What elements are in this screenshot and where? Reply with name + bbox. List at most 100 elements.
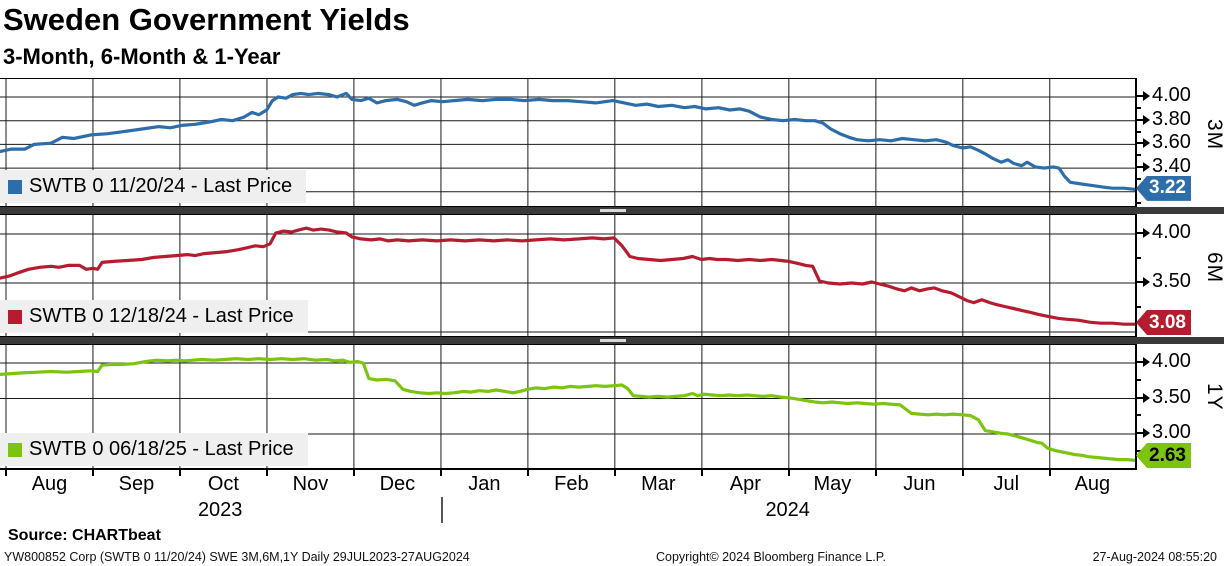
y-minor-tick (1135, 154, 1141, 157)
price-line-1y (0, 357, 1135, 462)
month-tick (91, 470, 94, 476)
line-chart-3m (0, 79, 1135, 208)
year-label: 2023 (197, 499, 243, 521)
legend-6m[interactable]: SWTB 0 12/18/24 - Last Price (0, 300, 308, 333)
footer-timestamp: 27-Aug-2024 08:55:20 (1092, 550, 1217, 564)
legend-label-6m: SWTB 0 12/18/24 - Last Price (29, 305, 294, 327)
month-label: Aug (31, 473, 68, 495)
price-tag-3m[interactable]: 3.22 (1136, 175, 1191, 201)
month-tick (613, 470, 616, 476)
panel-3m: SWTB 0 11/20/24 - Last Price (0, 78, 1135, 208)
y-tick-label: 3.60 (1152, 131, 1191, 154)
month-tick (961, 470, 964, 476)
y-tick (1135, 95, 1144, 97)
month-label: Oct (207, 473, 239, 495)
price-line-3m (0, 91, 1135, 192)
panel-axis-label-1y: 1Y (1203, 383, 1224, 411)
y-tick (1135, 166, 1144, 169)
y-tick-arrow-icon (1143, 138, 1150, 149)
panel-1y: SWTB 0 06/18/25 - Last Price (0, 344, 1135, 471)
month-tick (352, 470, 355, 476)
y-tick-arrow-icon (1143, 277, 1150, 287)
month-label: Feb (554, 473, 589, 495)
y-tick-label: 3.40 (1152, 155, 1191, 178)
y-tick-label: 3.50 (1152, 385, 1191, 408)
y-tick-arrow-icon (1143, 114, 1150, 125)
y-minor-tick (1135, 106, 1141, 109)
year-label: 2024 (765, 499, 810, 521)
page-title: Sweden Government Yields (3, 2, 410, 37)
page-subtitle: 3-Month, 6-Month & 1-Year (3, 44, 281, 69)
month-tick (178, 470, 181, 476)
y-axis-1y: 1Y 2.63 4.00 3.50 3.00 (1135, 344, 1224, 470)
panel-splitter-1[interactable] (0, 207, 1224, 214)
panel-splitter-2[interactable] (0, 337, 1224, 344)
y-tick (1135, 118, 1144, 121)
y-minor-tick (1135, 256, 1141, 259)
y-tick-label: 4.00 (1152, 350, 1191, 372)
y-tick-arrow-icon (1143, 91, 1150, 101)
y-tick (1135, 432, 1144, 434)
y-tick-arrow-icon (1143, 428, 1150, 438)
y-minor-tick (1135, 305, 1141, 308)
month-tick (1048, 470, 1051, 476)
y-tick-label: 3.00 (1152, 421, 1191, 443)
year-divider (440, 497, 443, 523)
price-tag-6m[interactable]: 3.08 (1136, 310, 1191, 335)
y-tick (1135, 142, 1144, 145)
month-tick (526, 470, 529, 476)
y-minor-tick (1135, 378, 1141, 381)
y-tick-arrow-icon (1143, 392, 1150, 403)
legend-swatch-3m (8, 179, 22, 194)
panel-6m: SWTB 0 12/18/24 - Last Price (0, 214, 1135, 338)
splitter-grip-icon[interactable] (600, 209, 626, 212)
month-tick (439, 470, 442, 476)
y-minor-tick (1135, 177, 1141, 180)
month-label: Jan (468, 473, 501, 495)
legend-label-1y: SWTB 0 06/18/25 - Last Price (29, 438, 294, 460)
month-tick (700, 470, 703, 476)
y-tick (1135, 281, 1144, 283)
legend-3m[interactable]: SWTB 0 11/20/24 - Last Price (0, 170, 307, 203)
legend-label-3m: SWTB 0 11/20/24 - Last Price (29, 175, 293, 197)
y-tick-arrow-icon (1143, 228, 1150, 238)
month-label: Jun (903, 473, 936, 495)
panel-axis-label-6m: 6M (1203, 251, 1224, 283)
panel-axis-label-3m: 3M (1203, 118, 1224, 150)
month-label: Apr (729, 473, 761, 495)
y-minor-tick (1135, 130, 1141, 133)
right-axis-line (1135, 78, 1137, 470)
y-tick-arrow-icon (1143, 162, 1150, 173)
month-tick (5, 470, 7, 476)
month-label: Jul (993, 473, 1020, 495)
month-label: Dec (379, 473, 416, 495)
footer-ticker-info: YW800852 Corp (SWTB 0 11/20/24) SWE 3M,6… (4, 550, 470, 564)
footer-copyright: Copyright© 2024 Bloomberg Finance L.P. (656, 550, 886, 564)
y-tick (1135, 361, 1144, 363)
month-tick (874, 470, 877, 476)
y-axis-3m: 3M 3.22 4.00 3.80 3.60 3.40 (1135, 78, 1224, 207)
month-label: Mar (641, 473, 676, 495)
y-tick (1135, 396, 1144, 399)
y-minor-tick (1135, 449, 1141, 452)
y-axis-6m: 6M 3.08 4.00 3.50 (1135, 214, 1224, 337)
price-line-6m (0, 226, 1135, 326)
x-axis-line (0, 468, 1137, 470)
y-tick-label: 3.80 (1152, 107, 1191, 130)
legend-swatch-6m (8, 309, 22, 324)
y-tick (1135, 232, 1144, 234)
month-tick (787, 470, 790, 476)
y-minor-tick (1135, 201, 1141, 204)
month-label: Nov (292, 473, 329, 495)
legend-1y[interactable]: SWTB 0 06/18/25 - Last Price (0, 433, 308, 466)
month-label: Sep (118, 473, 155, 495)
month-label: May (813, 473, 852, 495)
splitter-grip-icon[interactable] (600, 339, 626, 342)
y-minor-tick (1135, 414, 1141, 417)
month-label: Aug (1074, 473, 1111, 495)
source-line: Source: CHARTbeat (8, 527, 161, 544)
y-tick-label: 3.50 (1152, 270, 1191, 292)
month-tick (265, 470, 268, 476)
price-tag-1y[interactable]: 2.63 (1136, 443, 1191, 468)
